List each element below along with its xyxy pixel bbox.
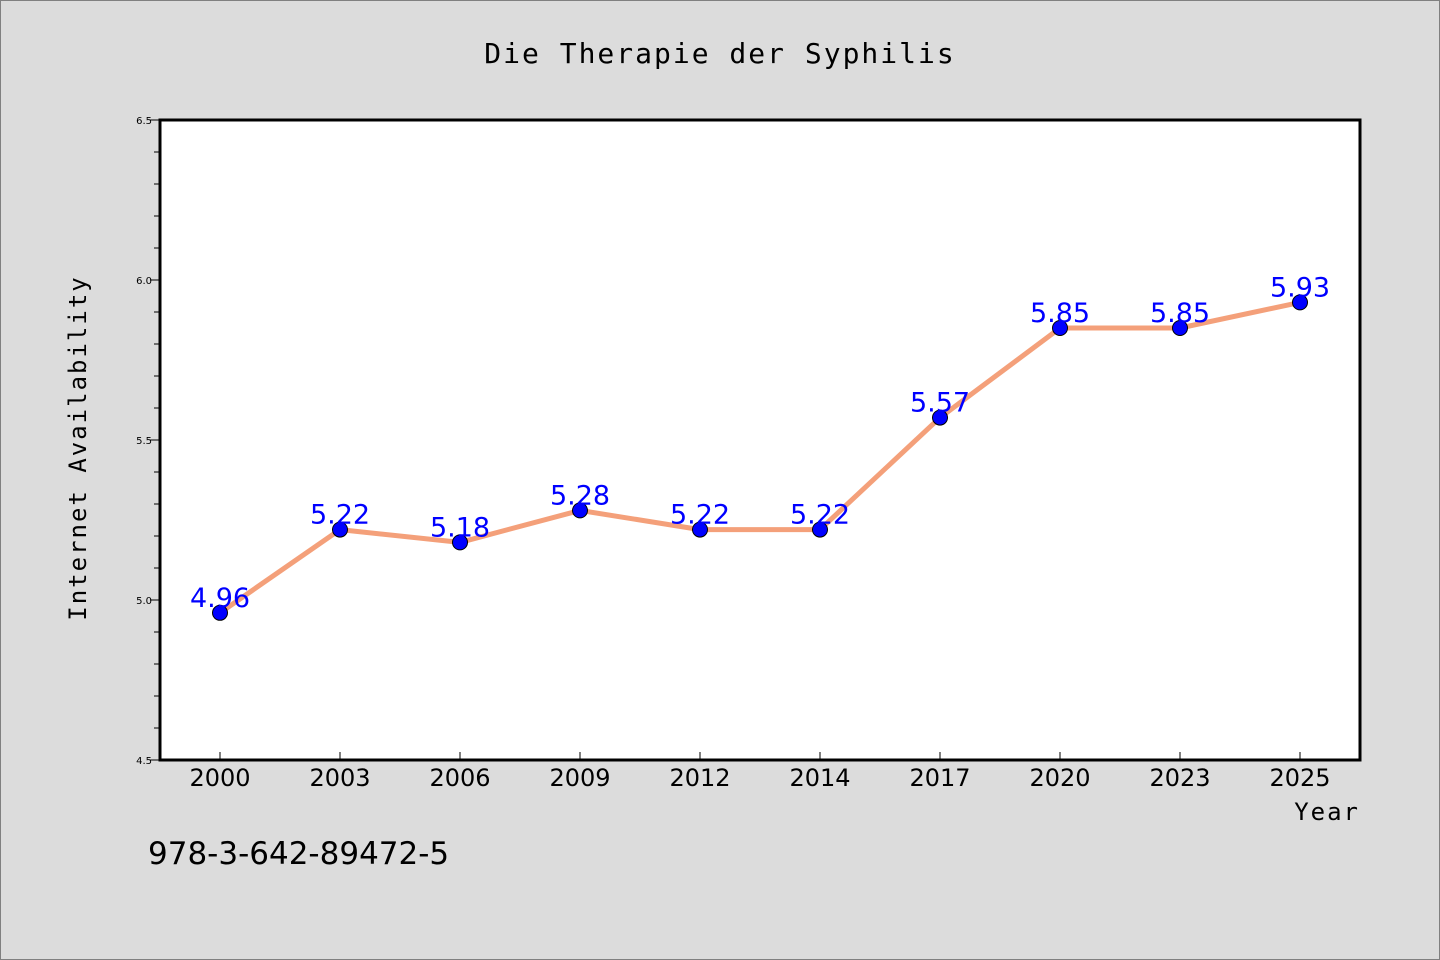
- y-axis-label: Internet Availability: [64, 275, 92, 620]
- x-tick-label: 2020: [1029, 764, 1090, 792]
- series-layer: [212, 294, 1308, 621]
- plot-area: [158, 118, 1362, 762]
- y-tick-label: 5.0: [136, 596, 152, 607]
- x-tick-label: 2012: [669, 764, 730, 792]
- data-label: 5.28: [550, 480, 610, 511]
- y-tick-label: 4.5: [136, 756, 152, 767]
- data-point: [332, 521, 348, 538]
- data-point: [212, 604, 228, 621]
- data-label: 5.22: [310, 500, 370, 531]
- x-tick-label: 2017: [909, 764, 970, 792]
- x-axis-label: Year: [1294, 798, 1360, 826]
- y-axis: 4.5 5.0 5.5 6.0 6.5: [136, 116, 160, 767]
- data-point: [932, 409, 948, 426]
- y-tick-label: 6.5: [136, 116, 152, 127]
- chart-title: Die Therapie der Syphilis: [484, 37, 955, 70]
- data-label: 4.96: [190, 583, 250, 614]
- x-tick-label: 2003: [309, 764, 370, 792]
- data-label: 5.18: [430, 512, 490, 543]
- isbn-text: 978-3-642-89472-5: [148, 836, 449, 872]
- data-point: [572, 502, 588, 519]
- y-tick-label: 5.5: [136, 436, 152, 447]
- series-line: [217, 299, 1303, 616]
- x-axis: 2000 2003 2006 2009 2012 2014 2017 2020 2023 2025: [189, 752, 1331, 792]
- data-label: 5.57: [910, 388, 970, 419]
- x-tick-label: 2023: [1149, 764, 1210, 792]
- x-tick-label: 2000: [189, 764, 250, 792]
- data-point: [1172, 320, 1188, 336]
- x-tick-label: 2006: [429, 764, 490, 792]
- data-label: 5.85: [1150, 298, 1210, 329]
- y-tick-label: 6.0: [136, 276, 152, 287]
- data-label: 5.22: [790, 500, 850, 531]
- x-tick-label: 2014: [789, 764, 850, 792]
- data-label-layer: 4.96 5.22 5.18 5.28 5.22 5.22 5.57 5.85 5.85 5.93: [190, 272, 1330, 613]
- data-point: [1052, 320, 1068, 336]
- data-point: [452, 534, 468, 551]
- data-label: 5.93: [1270, 272, 1330, 303]
- data-point: [692, 521, 708, 538]
- data-point: [1292, 294, 1308, 311]
- data-label: 5.85: [1030, 298, 1090, 329]
- data-point: [812, 521, 828, 538]
- data-label: 5.22: [670, 500, 730, 531]
- x-tick-label: 2009: [549, 764, 610, 792]
- x-tick-label: 2025: [1269, 764, 1330, 792]
